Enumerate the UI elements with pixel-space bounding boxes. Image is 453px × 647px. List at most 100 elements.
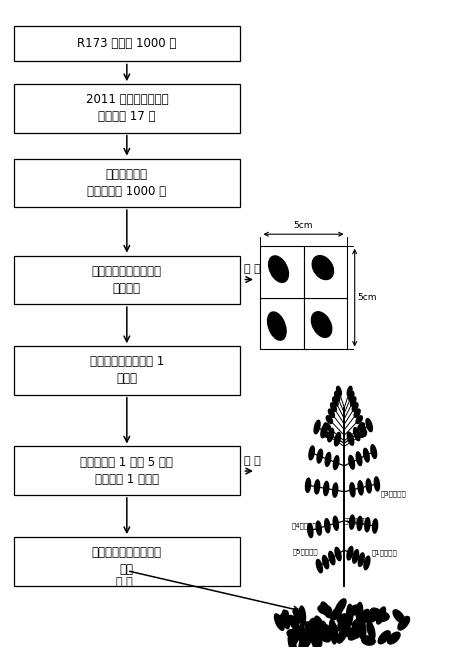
Ellipse shape [359,621,366,640]
Ellipse shape [378,631,390,644]
Ellipse shape [374,477,380,491]
Text: 第5一次枝梗: 第5一次枝梗 [292,548,318,554]
Ellipse shape [321,424,327,438]
Ellipse shape [365,518,370,532]
Text: R173 干种子 1000 粒: R173 干种子 1000 粒 [77,37,177,50]
Ellipse shape [318,605,332,614]
Ellipse shape [363,448,369,462]
Ellipse shape [322,430,329,437]
Text: 5cm: 5cm [357,293,377,302]
Bar [260,298,304,349]
Ellipse shape [314,421,320,433]
Ellipse shape [311,312,332,337]
Ellipse shape [293,608,305,622]
Ellipse shape [371,444,376,459]
Bar [14,346,240,395]
Ellipse shape [323,481,329,496]
Ellipse shape [351,397,356,406]
Ellipse shape [361,636,375,645]
Ellipse shape [337,386,341,396]
Ellipse shape [356,416,362,424]
Ellipse shape [308,523,313,538]
Ellipse shape [341,628,355,637]
Ellipse shape [306,619,315,635]
Ellipse shape [303,632,313,647]
Text: 示 意: 示 意 [244,265,260,274]
Ellipse shape [349,391,354,401]
Ellipse shape [292,626,300,644]
Ellipse shape [313,623,323,639]
Ellipse shape [323,555,329,569]
Text: 神舟飞船返地
回收干种子 1000 粒: 神舟飞船返地 回收干种子 1000 粒 [87,168,166,198]
Ellipse shape [358,553,364,566]
Ellipse shape [290,615,303,624]
Ellipse shape [329,551,335,565]
Ellipse shape [333,516,338,531]
Ellipse shape [305,478,311,492]
Ellipse shape [321,621,327,641]
Ellipse shape [315,616,324,633]
Ellipse shape [321,602,331,618]
Text: 种子催芽后播种于特定
规格秧盘: 种子催芽后播种于特定 规格秧盘 [92,265,162,295]
Ellipse shape [287,630,300,639]
Bar [14,26,240,61]
Ellipse shape [347,604,353,624]
Ellipse shape [316,521,322,535]
Ellipse shape [393,609,405,623]
Ellipse shape [347,386,352,396]
Bar [14,537,240,586]
Ellipse shape [326,416,333,424]
Ellipse shape [372,519,378,533]
Ellipse shape [358,609,369,624]
Ellipse shape [331,624,337,644]
Ellipse shape [333,397,338,406]
Ellipse shape [288,635,296,647]
Ellipse shape [289,628,296,647]
Ellipse shape [299,633,308,647]
Ellipse shape [325,519,330,532]
Ellipse shape [316,560,323,573]
Ellipse shape [305,622,316,637]
Ellipse shape [328,428,334,442]
Text: 5cm: 5cm [294,221,313,230]
Ellipse shape [334,432,341,446]
Bar [14,256,240,304]
Ellipse shape [351,624,364,634]
Ellipse shape [350,483,355,497]
Ellipse shape [358,481,363,495]
Text: 示 意: 示 意 [244,456,260,466]
Ellipse shape [335,547,341,561]
Ellipse shape [311,631,318,647]
Ellipse shape [325,452,331,466]
Ellipse shape [356,602,363,622]
Bar [14,159,240,207]
Ellipse shape [282,610,289,629]
Ellipse shape [348,605,361,615]
Text: 全部稻穗所取种子混合
保存: 全部稻穗所取种子混合 保存 [92,546,162,576]
Ellipse shape [317,449,323,463]
Ellipse shape [352,618,366,628]
Ellipse shape [371,608,383,619]
Ellipse shape [364,556,370,569]
Ellipse shape [366,479,371,493]
Ellipse shape [357,516,362,531]
Ellipse shape [331,403,336,411]
Text: 2011 年搭载神舟飞船
在轨运行 17 天: 2011 年搭载神舟飞船 在轨运行 17 天 [86,93,168,124]
Ellipse shape [318,630,330,642]
Ellipse shape [335,599,346,614]
Bar [304,246,347,298]
Text: 每个稻穗第 1 至第 5 一次
枝梗各取 1 粒种子: 每个稻穗第 1 至第 5 一次 枝梗各取 1 粒种子 [80,455,173,486]
Ellipse shape [299,606,305,626]
Ellipse shape [348,628,361,640]
Ellipse shape [338,619,352,628]
Ellipse shape [360,423,366,436]
Text: 第2一次枝梗: 第2一次枝梗 [343,517,369,523]
Ellipse shape [278,611,288,626]
Text: 第3一次枝要: 第3一次枝要 [381,490,406,496]
Ellipse shape [333,455,339,470]
Ellipse shape [328,409,334,417]
Ellipse shape [356,452,362,466]
Ellipse shape [347,432,354,445]
Ellipse shape [312,256,333,280]
Ellipse shape [337,627,347,643]
